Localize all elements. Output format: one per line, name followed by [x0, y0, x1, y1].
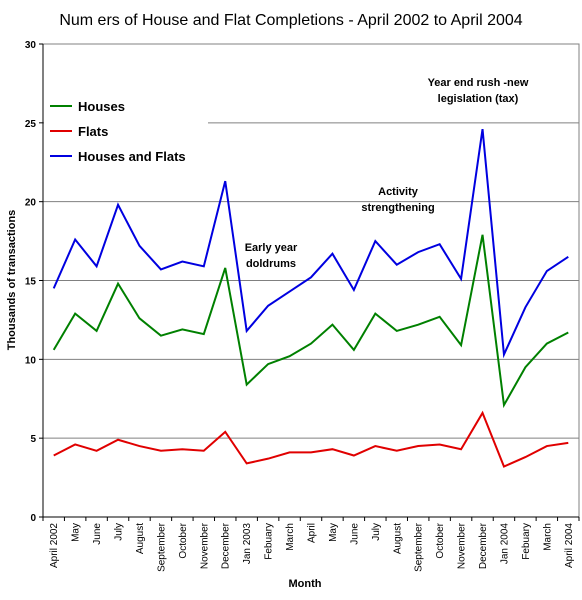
annotation-text: strengthening: [361, 202, 434, 214]
legend-label: Flats: [78, 124, 108, 139]
annotation-text: doldrums: [246, 258, 296, 270]
annotations: Early year doldrums Activity strengthening Y…: [245, 77, 529, 270]
x-tick-label: December: [221, 522, 232, 569]
x-tick-label: December: [478, 522, 489, 569]
series-line-houses: [52, 234, 569, 409]
x-tick-label: June: [349, 523, 360, 545]
y-tick-label: 30: [25, 40, 37, 51]
legend-label: Houses and Flats: [78, 149, 186, 164]
y-tick-label: 0: [30, 513, 36, 524]
x-tick-label: July: [371, 523, 382, 541]
x-tick-label: May: [328, 523, 339, 542]
x-tick-label: March: [542, 523, 553, 551]
axes: 0 5 10 15 20 25 30 April 2002 May June July August S…: [25, 40, 580, 572]
series-lines: [52, 128, 569, 468]
x-tick-label: October: [435, 522, 446, 558]
x-tick-label: July: [114, 523, 125, 541]
x-tick-label: Febuary: [264, 523, 275, 560]
x-tick-label: August: [392, 523, 403, 554]
annotation-text: Year end rush -new: [428, 77, 529, 89]
x-tick-label: November: [199, 522, 210, 569]
x-tick-label: August: [135, 523, 146, 554]
x-tick-label: March: [285, 523, 296, 551]
x-tick-label: Jan 2004: [499, 523, 510, 565]
y-tick-label: 15: [25, 277, 37, 288]
y-tick-label: 5: [30, 434, 36, 445]
series-line-flats: [53, 410, 569, 468]
x-tick-label: April 2004: [564, 523, 575, 568]
x-tick-label: September: [156, 522, 167, 572]
x-tick-label: April: [307, 523, 318, 543]
x-tick-label: June: [92, 523, 103, 545]
chart-title: Num ers of House and Flat Completions - …: [59, 12, 522, 29]
x-tick-label: April 2002: [49, 523, 60, 568]
series-line-houses-and-flats: [52, 128, 569, 359]
y-tick-label: 20: [25, 198, 37, 209]
x-tick-label: November: [457, 522, 468, 569]
x-tick-label: May: [71, 523, 82, 542]
x-tick-label: Jan 2003: [242, 523, 253, 565]
annotation-text: legislation (tax): [438, 93, 519, 105]
y-axis-label: Thousands of transactions: [6, 210, 18, 351]
legend: Houses Flats Houses and Flats: [44, 88, 208, 176]
x-axis-label: Month: [289, 578, 322, 590]
x-tick-label: September: [414, 522, 425, 572]
y-tick-label: 10: [25, 355, 37, 366]
y-tick-label: 25: [25, 119, 37, 130]
annotation-text: Early year: [245, 242, 298, 254]
annotation-text: Activity: [378, 186, 419, 198]
x-tick-label: October: [178, 522, 189, 558]
x-tick-label: Febuary: [521, 523, 532, 560]
legend-label: Houses: [78, 99, 125, 114]
